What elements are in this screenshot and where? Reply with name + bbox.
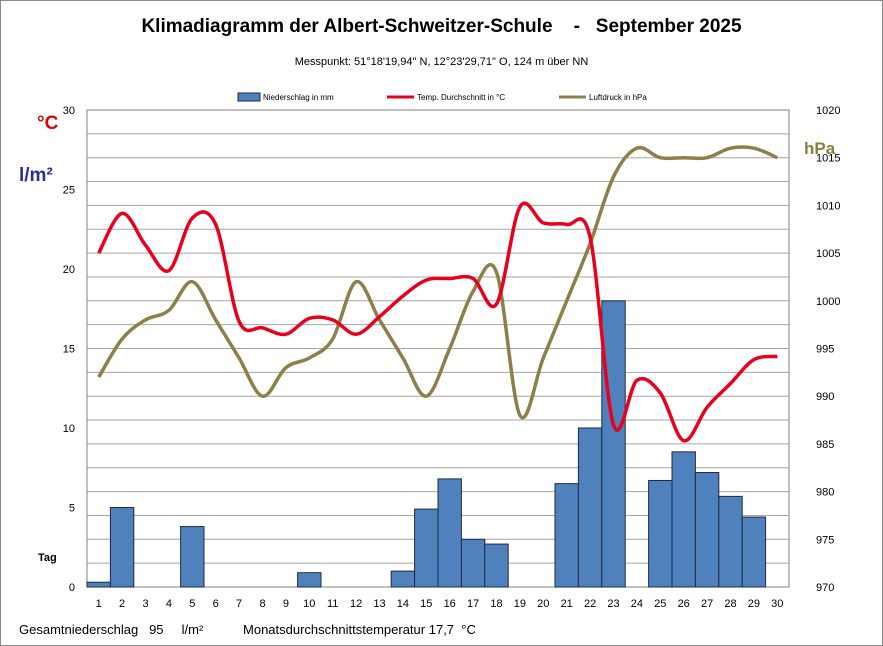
legend-pressure-label: Luftdruck in hPa [589,93,647,102]
y-left-tick-label: 5 [69,503,75,515]
precip-bar [671,451,696,588]
legend-precip-swatch [237,92,261,102]
x-tick-label: 22 [584,598,596,610]
x-tick-label: 28 [724,598,736,610]
y-right-tick-label: 1015 [816,153,840,165]
x-tick-label: 2 [119,598,125,610]
x-tick-label: 26 [678,598,690,610]
y-left-tick-label: 10 [63,423,75,435]
x-tick-label: 29 [748,598,760,610]
x-tick-label: 12 [350,598,362,610]
temp-avg-label: Monatsdurchschnittstemperatur [243,622,426,637]
x-tick-label: 17 [467,598,479,610]
temp-avg-value: 17,7 [428,622,455,637]
y-right-tick-label: 1005 [816,248,840,260]
precip-bar [390,570,416,588]
x-tick-label: 27 [701,598,713,610]
precip-bar [460,538,486,588]
y-right-tick-label: 1000 [816,296,840,308]
x-tick-label: 19 [514,598,526,610]
x-tick-label: 16 [444,598,456,610]
y-left-tick-label: 15 [63,344,75,356]
precip-bar [414,508,439,588]
temp-avg-unit: °C [461,622,476,637]
footer-summary: Gesamtniederschlag 95 l/m² Monatsdurchsc… [19,622,476,637]
x-tick-label: 4 [166,598,172,610]
x-tick-label: 18 [490,598,502,610]
precip-bar [297,572,322,588]
y-right-tick-label: 970 [816,582,834,594]
precip-bar [86,581,111,588]
y-right-tick-label: 1010 [816,200,840,212]
x-tick-label: 30 [771,598,783,610]
precip-bar [718,495,743,588]
precip-bar [741,516,767,588]
y-left-tick-label: 20 [63,264,75,276]
precip-bar [601,300,626,588]
y-right-tick-label: 995 [816,344,834,356]
y-left-tick-label: 25 [63,185,75,197]
chart-subtitle: Messpunkt: 51°18'19,94" N, 12°23'29,71" … [294,56,589,68]
precip-bar [648,479,673,588]
x-tick-label: 24 [631,598,643,610]
x-tick-label: 21 [561,598,573,610]
y-right-tick-label: 980 [816,487,834,499]
y-left-tick-label: 30 [63,105,75,117]
x-tick-label: 5 [189,598,195,610]
x-tick-label: 13 [373,598,385,610]
precip-bar [109,507,135,588]
legend-precip-label: Niederschlag in mm [263,93,334,102]
day-axis-label: Tag [38,552,57,564]
x-tick-label: 1 [96,598,102,610]
x-tick-label: 8 [259,598,265,610]
x-tick-label: 6 [213,598,219,610]
x-tick-label: 10 [303,598,315,610]
pressure-axis-unit: hPa [804,139,836,158]
x-tick-label: 23 [607,598,619,610]
celsius-axis-unit: °C [37,113,59,134]
precip-bar [554,483,579,588]
pressure-line [97,145,779,420]
y-right-tick-label: 985 [816,439,834,451]
legend-temp-label: Temp. Durchschnitt in °C [417,93,505,102]
x-tick-label: 20 [537,598,549,610]
precip-axis-unit: l/m² [19,165,53,186]
precip-bar [180,526,205,588]
x-tick-label: 14 [397,598,409,610]
precip-total-unit: l/m² [181,622,204,637]
temperature-line [97,201,778,443]
y-right-tick-label: 1020 [816,105,840,117]
precip-total-value: 95 [149,622,164,637]
x-tick-label: 3 [142,598,148,610]
x-tick-label: 25 [654,598,666,610]
x-tick-label: 11 [327,598,338,610]
precip-bar [694,472,720,588]
x-tick-label: 15 [420,598,432,610]
y-right-tick-label: 975 [816,534,834,546]
precip-total-label: Gesamtniederschlag [19,622,139,637]
precip-bar [577,427,603,588]
precip-bar [484,543,509,588]
precip-bar [437,478,462,588]
y-left-tick-label: 0 [69,582,75,594]
y-right-tick-label: 990 [816,391,834,403]
x-tick-label: 9 [283,598,289,610]
x-tick-label: 7 [236,598,242,610]
chart-title: Klimadiagramm der Albert-Schweitzer-Schu… [141,16,742,37]
